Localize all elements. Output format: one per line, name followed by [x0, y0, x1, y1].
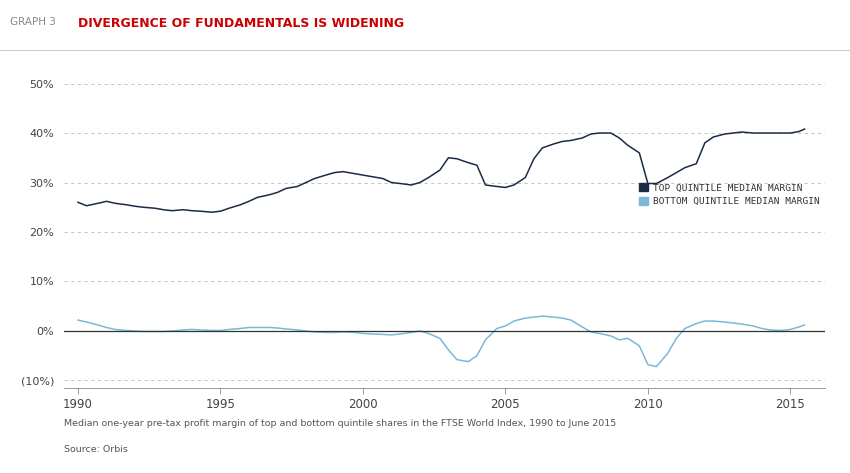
Text: Median one-year pre-tax profit margin of top and bottom quintile shares in the F: Median one-year pre-tax profit margin of…: [64, 419, 616, 428]
Text: GRAPH 3: GRAPH 3: [10, 17, 56, 26]
Text: Source: Orbis: Source: Orbis: [64, 445, 128, 454]
Text: DIVERGENCE OF FUNDAMENTALS IS WIDENING: DIVERGENCE OF FUNDAMENTALS IS WIDENING: [78, 17, 405, 29]
Legend: TOP QUINTILE MEDIAN MARGIN, BOTTOM QUINTILE MEDIAN MARGIN: TOP QUINTILE MEDIAN MARGIN, BOTTOM QUINT…: [639, 184, 819, 206]
